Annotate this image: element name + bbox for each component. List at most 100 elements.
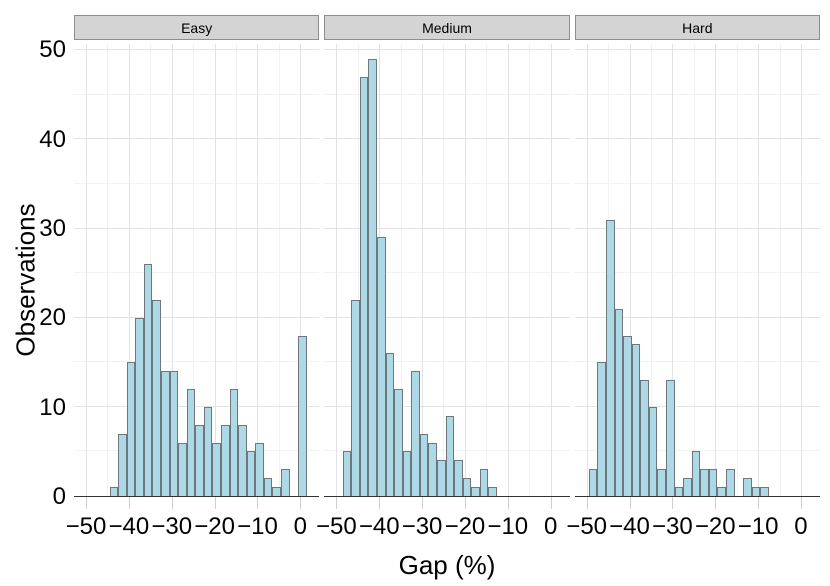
histogram-bar [203, 406, 213, 496]
gridline-major-horizontal [324, 49, 570, 51]
gridline-minor-horizontal [574, 182, 820, 184]
facet-easy: Easy −50 −40 −30 −20 −10 0 [66, 15, 320, 546]
histogram-bar [445, 415, 455, 496]
facet-panel-medium [324, 44, 570, 497]
gridline-minor-vertical [693, 44, 695, 496]
gridline-minor-vertical [486, 44, 488, 496]
x-tick-label: −20 [444, 513, 486, 540]
histogram-bar [342, 451, 352, 496]
histogram-bar [700, 469, 709, 496]
histogram-bar [640, 380, 649, 496]
gridline-major-vertical [715, 44, 717, 496]
x-tick-label: −30 [151, 513, 193, 540]
facet-strip-medium: Medium [324, 15, 570, 40]
histogram-bar [255, 442, 264, 496]
histogram-bar [229, 389, 239, 496]
histogram-bar [488, 487, 498, 496]
x-axis-title: Gap (%) [398, 550, 496, 580]
gridline-major-horizontal [74, 49, 320, 51]
gridline-major-vertical [800, 44, 802, 496]
gridline-major-vertical [257, 44, 259, 496]
facet-strip-label: Easy [181, 19, 213, 36]
histogram-bar [238, 424, 247, 496]
histogram-bar [195, 424, 204, 496]
histogram-bar [683, 478, 692, 496]
x-tick-label: −40 [108, 513, 150, 540]
gridline-major-horizontal [574, 227, 820, 229]
gridline-major-vertical [171, 44, 173, 496]
x-tick-mark [550, 497, 552, 509]
histogram-bar [394, 389, 403, 496]
x-tick-mark [171, 497, 173, 509]
histogram-bar [118, 433, 127, 496]
gridline-major-vertical [300, 44, 302, 496]
histogram-bar [743, 478, 752, 496]
y-tick-label: 20 [39, 304, 66, 332]
gridline-minor-horizontal [74, 93, 320, 95]
gridline-minor-horizontal [74, 182, 320, 184]
x-tick-mark [507, 497, 509, 509]
histogram-bar [751, 487, 761, 496]
histogram-bar [691, 451, 701, 496]
gridline-major-horizontal [324, 227, 570, 229]
histogram-bar [281, 469, 290, 496]
histogram-bar [708, 469, 718, 496]
gridline-major-vertical [586, 44, 588, 496]
x-tick-label: −50 [566, 513, 608, 540]
gridline-minor-vertical [650, 44, 652, 496]
histogram-bar [419, 433, 429, 496]
x-tick-mark [336, 497, 338, 509]
histogram-bar [437, 460, 446, 496]
x-tick-mark [586, 497, 588, 509]
y-tick-label: 30 [39, 214, 66, 242]
x-tick-label: −30 [652, 513, 693, 540]
facet-strip-easy: Easy [74, 15, 320, 40]
x-tick-mark [257, 497, 259, 509]
x-axis-hard: −50 −40 −30 −20 −10 0 [566, 497, 820, 546]
gridline-major-horizontal [74, 138, 320, 140]
histogram-bar [479, 469, 489, 496]
gridline-major-vertical [629, 44, 631, 496]
y-tick-label: 0 [52, 483, 66, 510]
x-tick-mark [300, 497, 302, 509]
histogram-bar [725, 469, 735, 496]
histogram-bar [631, 344, 641, 496]
gridline-major-vertical [507, 44, 509, 496]
histogram-bar [221, 424, 230, 496]
histogram-bar [143, 264, 153, 496]
y-tick-label: 50 [39, 36, 66, 64]
facet-panel-hard [574, 44, 820, 497]
x-axis-medium: −50 −40 −30 −20 −10 0 [316, 497, 569, 546]
gridline-major-vertical [758, 44, 760, 496]
x-tick-mark [214, 497, 216, 509]
histogram-bar [135, 317, 144, 496]
x-tick-label: −30 [401, 513, 443, 540]
gridline-minor-horizontal [574, 361, 820, 363]
x-tick-mark [128, 497, 130, 509]
y-axis-tick-labels: 0 10 20 30 40 50 [0, 36, 66, 510]
x-tick-mark [715, 497, 717, 509]
gridline-major-horizontal [574, 316, 820, 318]
histogram-bar [298, 335, 307, 496]
gridline-major-horizontal [324, 405, 570, 407]
gridline-major-horizontal [574, 138, 820, 140]
gridline-major-vertical [86, 44, 87, 496]
gridline-major-vertical [464, 44, 466, 496]
gridline-minor-horizontal [324, 272, 570, 274]
gridline-major-horizontal [574, 405, 820, 407]
panels-region: Easy −50 −40 −30 −20 −10 0 Medium −50 −40 −30 −2… [66, 15, 820, 546]
histogram-bar [178, 442, 187, 496]
x-tick-mark [86, 497, 87, 509]
x-tick-label: −10 [487, 513, 529, 540]
gridline-major-vertical [128, 44, 130, 496]
gridline-major-vertical [214, 44, 216, 496]
facet-hard: Hard −50 −40 −30 −20 −10 0 [566, 15, 820, 546]
gridline-major-vertical [550, 44, 552, 496]
histogram-bar [605, 219, 615, 496]
histogram-bar [665, 380, 675, 496]
x-tick-label: −40 [609, 513, 650, 540]
histogram-bar [351, 299, 360, 496]
histogram-bar [377, 237, 386, 496]
x-tick-label: −50 [65, 513, 107, 540]
gridline-major-horizontal [74, 316, 320, 318]
